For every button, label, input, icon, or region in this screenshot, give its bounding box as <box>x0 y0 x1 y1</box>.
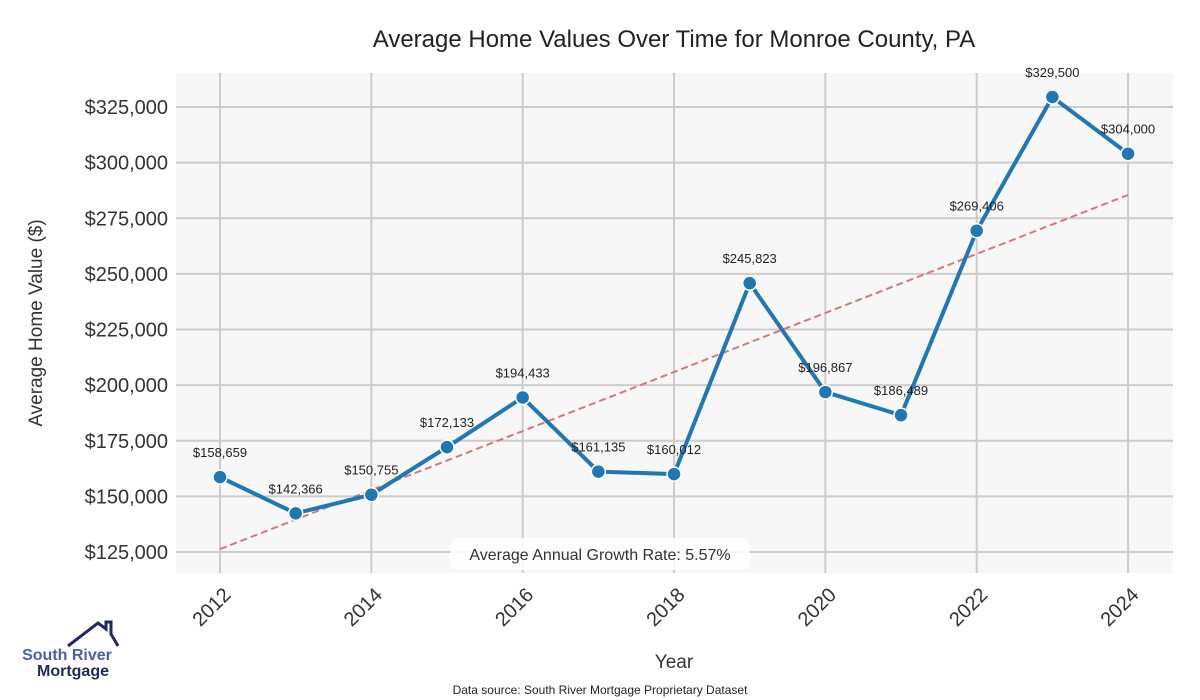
x-tick-label: 2016 <box>491 584 538 631</box>
x-tick-label: 2018 <box>643 584 690 631</box>
data-label: $161,135 <box>571 440 625 455</box>
data-point <box>590 463 607 480</box>
x-tick-label: 2012 <box>189 584 236 631</box>
x-tick-label: 2020 <box>794 584 841 631</box>
data-point <box>1120 145 1136 162</box>
growth-rate-box <box>450 538 750 570</box>
y-tick-label: $175,000 <box>85 431 168 453</box>
data-label: $186,489 <box>874 383 928 398</box>
data-label: $245,823 <box>723 251 777 266</box>
data-label: $269,406 <box>950 199 1004 214</box>
data-point <box>363 486 380 503</box>
logo: South River Mortgage <box>22 620 120 680</box>
x-tick-label: 2014 <box>340 584 387 631</box>
x-axis-label: Year <box>655 652 694 673</box>
y-tick-label: $275,000 <box>85 208 168 230</box>
y-tick-label: $150,000 <box>85 486 168 508</box>
data-point <box>287 505 304 522</box>
y-axis-label: Average Home Value ($) <box>26 219 47 426</box>
data-label: $304,000 <box>1101 122 1155 137</box>
house-icon <box>67 620 120 648</box>
data-label: $329,500 <box>1025 65 1079 80</box>
x-tick-label: 2024 <box>1097 584 1144 631</box>
growth-rate-annotation: Average Annual Growth Rate: 5.57% <box>469 547 730 564</box>
y-tick-label: $225,000 <box>85 320 168 342</box>
x-tick-label: 2022 <box>945 584 992 631</box>
data-label: $172,133 <box>420 415 474 430</box>
data-point <box>968 222 985 239</box>
data-point <box>817 384 834 400</box>
data-point <box>212 469 228 485</box>
data-point <box>893 407 909 423</box>
data-label: $150,755 <box>344 463 398 478</box>
data-label: $142,366 <box>269 481 323 496</box>
data-label: $160,012 <box>647 442 701 457</box>
y-tick-label: $200,000 <box>85 375 168 397</box>
chart-title: Average Home Values Over Time for Monroe… <box>373 26 975 53</box>
data-point <box>439 439 455 455</box>
data-label: $196,867 <box>798 360 852 375</box>
y-tick-label: $125,000 <box>85 542 168 564</box>
data-point <box>514 389 531 406</box>
data-source: Data source: South River Mortgage Propri… <box>453 683 748 697</box>
trend-line <box>219 193 1129 551</box>
logo-line1: South River <box>22 647 112 664</box>
y-tick-label: $300,000 <box>85 153 168 175</box>
data-label: $194,433 <box>496 366 550 381</box>
data-label: $158,659 <box>193 445 247 460</box>
y-tick-label: $325,000 <box>85 97 168 119</box>
y-tick-label: $250,000 <box>85 264 168 286</box>
data-point <box>666 466 682 482</box>
logo-line2: Mortgage <box>37 663 109 680</box>
data-point <box>1044 89 1061 105</box>
data-point <box>741 275 758 291</box>
